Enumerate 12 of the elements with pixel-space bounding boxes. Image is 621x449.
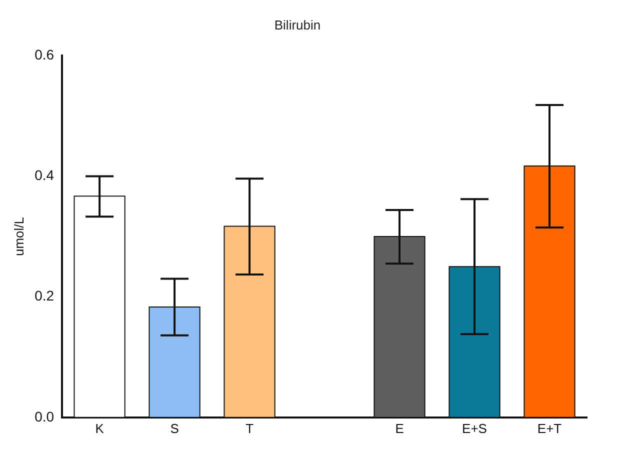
y-tick-label: 0.4 bbox=[34, 167, 54, 184]
x-tick-label: E+T bbox=[537, 420, 562, 436]
y-axis-title: umol/L bbox=[11, 216, 26, 256]
y-tick-label: 0.2 bbox=[34, 288, 54, 304]
x-tick-label: T bbox=[246, 420, 254, 436]
x-tick-label: E+S bbox=[462, 420, 488, 436]
x-tick-label: S bbox=[170, 420, 180, 436]
y-tick-label: 0.0 bbox=[34, 408, 54, 424]
x-tick-label: E bbox=[395, 420, 404, 436]
x-tick-label: K bbox=[95, 420, 104, 436]
chart-title: Bilirubin bbox=[274, 17, 321, 32]
y-tick-label: 0.6 bbox=[34, 46, 54, 62]
